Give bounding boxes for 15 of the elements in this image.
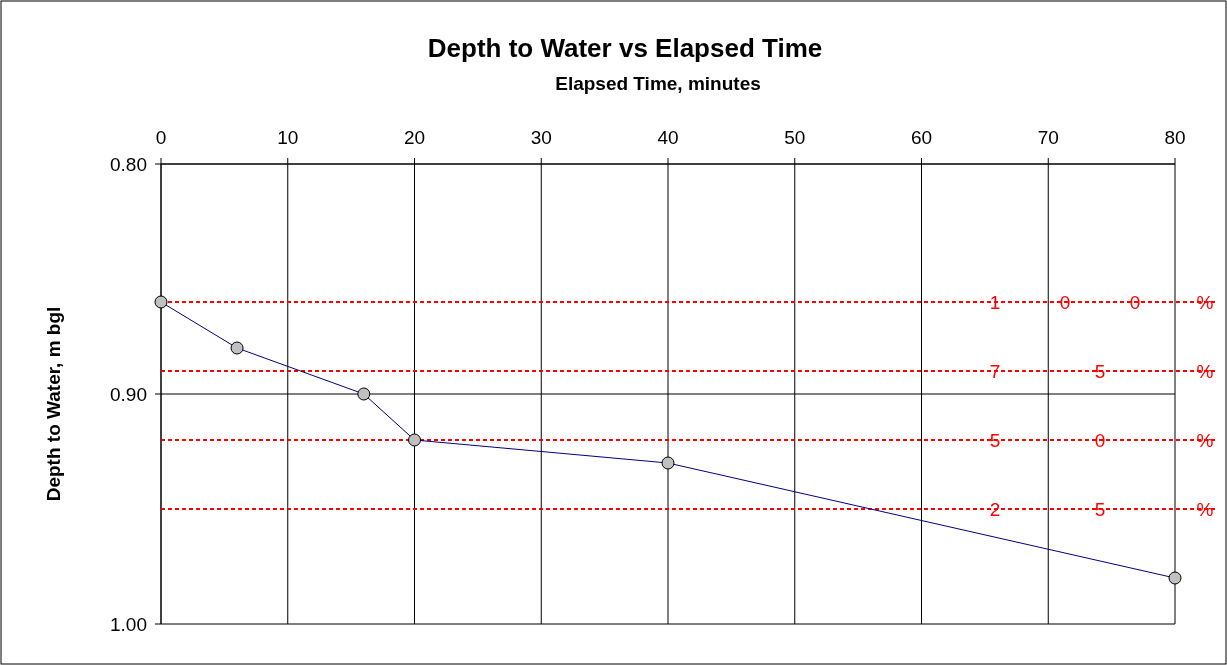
x-tick-label: 10 (277, 127, 299, 148)
x-tick-label: 0 (155, 127, 167, 148)
chart-title: Depth to Water vs Elapsed Time (427, 33, 823, 63)
x-tick-label: 50 (784, 127, 806, 148)
x-axis-title: Elapsed Time, minutes (555, 73, 761, 94)
x-tick-label: 70 (1037, 127, 1059, 148)
y-tick-label: 0.90 (110, 384, 147, 405)
y-tick-label: 0.80 (110, 154, 147, 175)
x-tick-label: 80 (1164, 127, 1186, 148)
y-axis-title: Depth to Water, m bgl (43, 306, 64, 502)
x-tick-label: 30 (530, 127, 552, 148)
x-tick-label: 40 (657, 127, 679, 148)
x-tick-label: 60 (910, 127, 933, 148)
x-tick-label: 20 (403, 127, 426, 148)
y-tick-label: 1.00 (110, 614, 147, 635)
